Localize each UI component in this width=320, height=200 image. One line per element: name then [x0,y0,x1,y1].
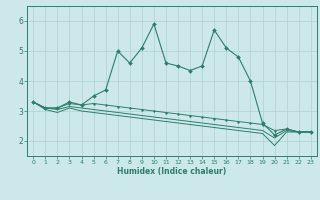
X-axis label: Humidex (Indice chaleur): Humidex (Indice chaleur) [117,167,227,176]
